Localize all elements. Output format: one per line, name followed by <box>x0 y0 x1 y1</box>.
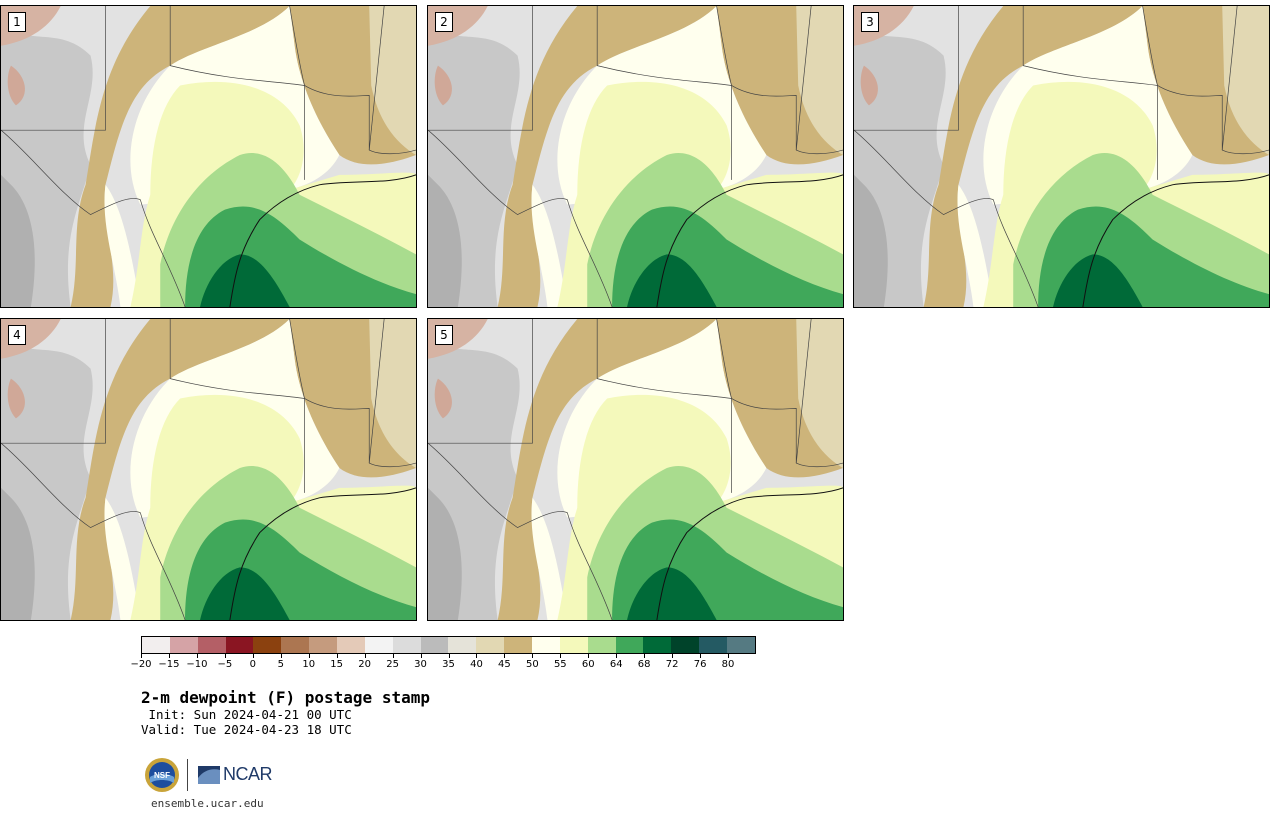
colorbar-swatch <box>448 637 477 653</box>
colorbar-tick-label: 15 <box>330 659 344 670</box>
colorbar-tick <box>560 654 562 658</box>
stamp-panel-3: 3 <box>853 5 1270 308</box>
colorbar-swatch <box>643 637 672 653</box>
logos: NSF NCAR <box>144 757 274 793</box>
colorbar-tick-label: 10 <box>302 659 316 670</box>
colorbar-swatch <box>532 637 560 653</box>
colorbar-tick-label: 40 <box>470 659 483 670</box>
colorbar-tick <box>308 654 310 658</box>
colorbar-tick-label: −15 <box>158 659 180 670</box>
site-url: ensemble.ucar.edu <box>151 797 264 810</box>
colorbar-tick <box>392 654 394 658</box>
colorbar-tick <box>336 654 338 658</box>
logo-divider <box>187 759 188 791</box>
colorbar-tick <box>476 654 478 658</box>
colorbar-swatch <box>197 637 226 653</box>
colorbar-swatch <box>337 637 365 653</box>
chart-title: 2-m dewpoint (F) postage stamp <box>141 688 430 707</box>
colorbar-tick-label: 50 <box>525 659 539 670</box>
dewpoint-map <box>854 6 1269 307</box>
colorbar-tick-label: 5 <box>277 659 284 670</box>
init-time: Init: Sun 2024-04-21 00 UTC <box>141 707 352 722</box>
nsf-logo-icon: NSF <box>145 758 179 792</box>
colorbar-swatch <box>476 637 505 653</box>
colorbar-tick <box>616 654 618 658</box>
colorbar-tick <box>532 654 534 658</box>
colorbar-swatch <box>587 637 616 653</box>
colorbar-tick <box>252 654 254 658</box>
colorbar-tick-label: 64 <box>609 659 623 670</box>
colorbar-tick-label: 45 <box>498 659 511 670</box>
colorbar-tick <box>224 654 226 658</box>
colorbar-tick <box>364 654 366 658</box>
colorbar-swatch <box>225 637 254 653</box>
colorbar-swatch <box>559 637 588 653</box>
colorbar-tick <box>141 654 142 658</box>
colorbar-tick-label: −10 <box>186 659 208 670</box>
stamp-panel-5: 5 <box>427 318 844 621</box>
dewpoint-map <box>1 6 416 307</box>
colorbar-swatch <box>699 637 728 653</box>
colorbar-tick <box>504 654 506 658</box>
panel-number: 4 <box>8 325 26 345</box>
colorbar-tick <box>280 654 282 658</box>
colorbar-swatch <box>142 637 170 653</box>
colorbar-tick-label: 72 <box>665 659 679 670</box>
colorbar-tick <box>448 654 450 658</box>
panel-number: 3 <box>861 12 879 32</box>
ncar-logo-icon <box>198 766 220 784</box>
colorbar-tick-label: 76 <box>693 659 707 670</box>
colorbar-tick-label: 30 <box>414 659 427 670</box>
panel-number: 5 <box>435 325 453 345</box>
colorbar-ticks: −20 −15 −10 −5 0 5 10 15 20 25 30 35 40 45 50 55 60 64 68 7… <box>130 654 756 674</box>
colorbar-tick-label: 60 <box>581 659 595 670</box>
colorbar-tick <box>168 654 170 658</box>
colorbar-tick-label: −20 <box>130 659 152 670</box>
dewpoint-map <box>428 6 843 307</box>
colorbar-tick-label: 55 <box>553 659 567 670</box>
colorbar-swatch <box>420 637 449 653</box>
colorbar-swatch <box>309 637 338 653</box>
colorbar-tick <box>588 654 590 658</box>
colorbar-swatch <box>169 637 198 653</box>
colorbar-swatch <box>615 637 644 653</box>
colorbar-swatch <box>281 637 310 653</box>
valid-time: Valid: Tue 2024-04-23 18 UTC <box>141 722 352 737</box>
colorbar-swatch <box>253 637 282 653</box>
colorbar-tick <box>196 654 198 658</box>
panel-number: 1 <box>8 12 26 32</box>
colorbar-swatch <box>727 637 755 653</box>
stamp-panel-2: 2 <box>427 5 844 308</box>
stamp-panel-4: 4 <box>0 318 417 621</box>
colorbar-tick-label: 35 <box>442 659 455 670</box>
colorbar-tick-label: −5 <box>217 659 233 670</box>
colorbar-swatch <box>364 637 393 653</box>
colorbar-tick-label: 0 <box>249 659 256 670</box>
colorbar-tick <box>672 654 674 658</box>
stamp-panel-1: 1 <box>0 5 417 308</box>
dewpoint-map <box>1 319 416 620</box>
colorbar <box>141 636 756 654</box>
colorbar-tick <box>728 654 730 658</box>
colorbar-swatch <box>671 637 700 653</box>
svg-text:NSF: NSF <box>154 771 170 780</box>
colorbar-tick <box>644 654 646 658</box>
colorbar-tick-label: 20 <box>358 659 371 670</box>
dewpoint-map <box>428 319 843 620</box>
panel-number: 2 <box>435 12 453 32</box>
colorbar-tick <box>700 654 702 658</box>
colorbar-swatch <box>504 637 533 653</box>
colorbar-tick <box>420 654 422 658</box>
colorbar-tick-label: 68 <box>637 659 651 670</box>
colorbar-swatch <box>392 637 421 653</box>
ncar-wordmark: NCAR <box>223 764 273 784</box>
colorbar-tick-label: 25 <box>386 659 399 670</box>
colorbar-tick-label: 80 <box>721 659 735 670</box>
